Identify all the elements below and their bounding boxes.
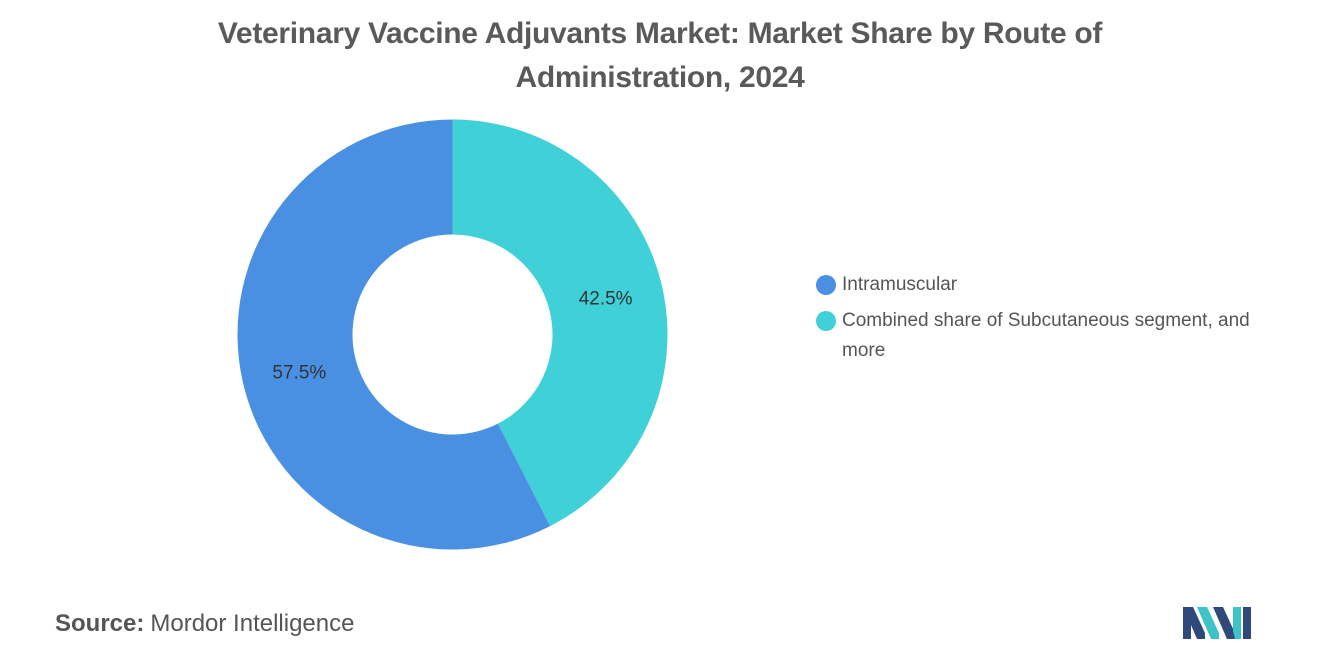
legend-swatch-intramuscular [816,275,836,295]
slice-intramuscular [237,119,551,550]
source-note: Source: Mordor Intelligence [55,610,354,638]
legend-swatch-subcutaneous [816,311,836,331]
legend: Intramuscular Combined share of Subcutan… [816,270,1296,372]
source-label: Source: [55,610,145,637]
legend-label-intramuscular: Intramuscular [842,274,958,295]
legend-label-subcutaneous: Combined share of Subcutaneous segment, … [842,310,1250,361]
mordor-intelligence-logo-icon [1183,607,1251,639]
slice-subcutaneous [452,119,668,527]
chart-title: Veterinary Vaccine Adjuvants Market: Mar… [217,17,1103,94]
donut-chart: 57.5% 42.5% [237,119,668,550]
legend-item-intramuscular: Intramuscular [816,270,1296,300]
data-label-subcutaneous: 42.5% [579,289,633,310]
data-label-intramuscular: 57.5% [272,362,326,383]
source-value: Mordor Intelligence [150,610,355,637]
legend-item-subcutaneous: Combined share of Subcutaneous segment, … [816,306,1296,366]
